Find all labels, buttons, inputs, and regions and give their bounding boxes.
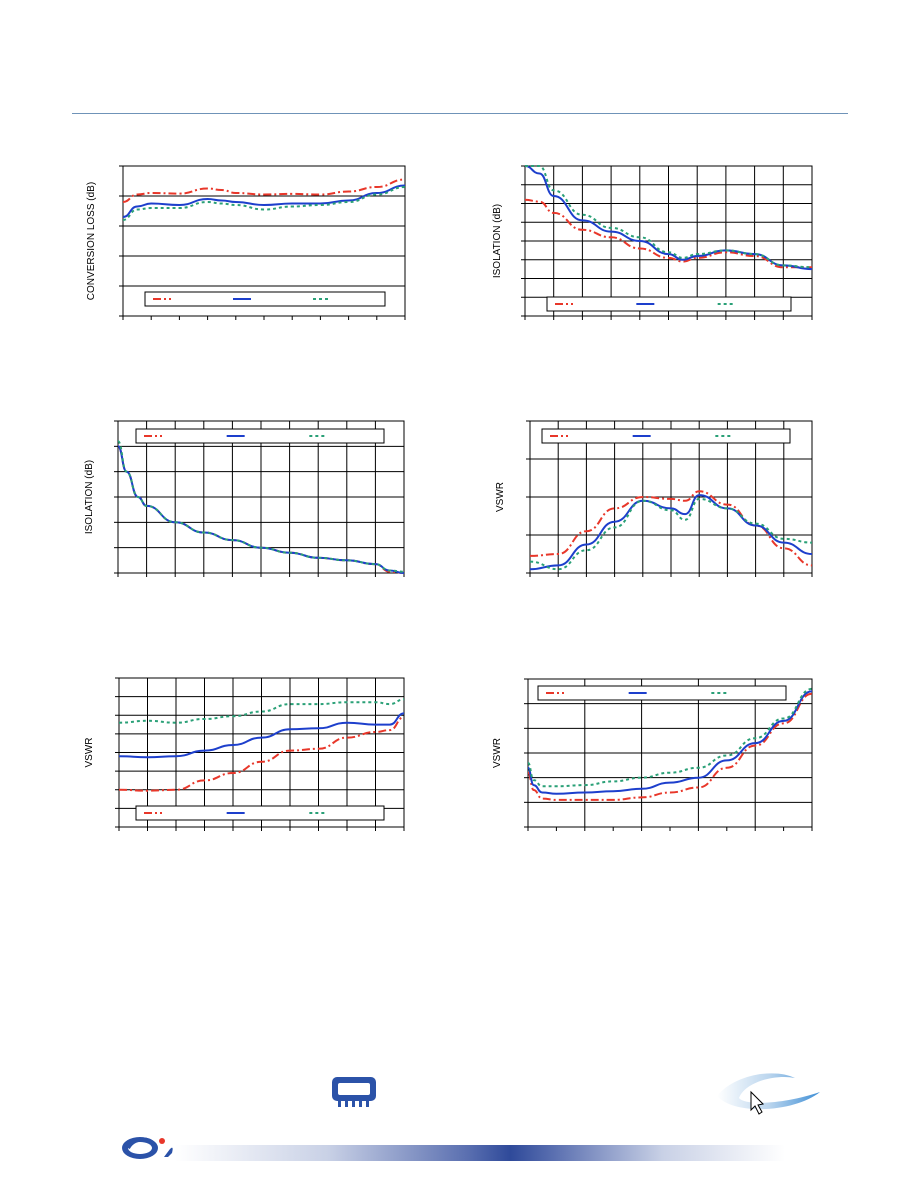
- legend: [135, 805, 385, 821]
- mouse-pointer-icon: [717, 1073, 820, 1115]
- plot-area: [521, 165, 813, 320]
- legend: [144, 291, 386, 307]
- legend: [135, 428, 385, 444]
- y-axis-label: VSWR: [492, 738, 503, 768]
- series-line-3: [118, 698, 405, 724]
- legend-box: [144, 291, 386, 307]
- plot-area: [526, 420, 813, 577]
- plot-area: [115, 677, 405, 831]
- series-line-1: [527, 692, 813, 801]
- series-line-3: [527, 687, 813, 788]
- series-line-2: [527, 690, 813, 795]
- y-axis-label: VSWR: [495, 482, 506, 512]
- legend-box: [135, 428, 385, 444]
- legend-box: [135, 805, 385, 821]
- plot-frame: [122, 165, 406, 317]
- series-line-2: [529, 494, 813, 571]
- legend-box: [546, 296, 792, 312]
- plot-area: [114, 420, 405, 577]
- series-line-2: [117, 445, 405, 574]
- y-axis-label: CONVERSION LOSS (dB): [86, 182, 97, 300]
- chip-icon: [332, 1077, 376, 1107]
- series-line-2: [524, 165, 813, 271]
- plot-frame: [527, 678, 813, 828]
- legend: [546, 296, 792, 312]
- plot-frame: [117, 420, 405, 574]
- series-line-1: [122, 178, 406, 203]
- plot-area: [524, 678, 813, 831]
- footer-gradient-bar: [175, 1145, 785, 1161]
- series-line-1: [529, 490, 813, 567]
- plot-area: [119, 165, 406, 320]
- legend-box: [541, 428, 791, 444]
- header-rule: [72, 113, 848, 114]
- legend-box: [537, 685, 787, 701]
- legend: [537, 685, 787, 701]
- series-line-1: [117, 445, 405, 574]
- series-line-2: [118, 712, 405, 759]
- brand-logo-icon: [122, 1137, 173, 1159]
- series-line-1: [524, 198, 813, 269]
- plot-frame: [529, 420, 813, 574]
- plot-frame: [118, 677, 405, 828]
- series-line-3: [529, 497, 813, 571]
- y-axis-label: VSWR: [84, 738, 95, 768]
- series-line-3: [122, 186, 406, 221]
- plot-frame: [524, 165, 813, 317]
- series-line-3: [525, 165, 813, 269]
- legend: [541, 428, 791, 444]
- series-line-3: [117, 440, 405, 573]
- y-axis-label: ISOLATION (dB): [84, 460, 95, 534]
- series-line-2: [122, 184, 406, 218]
- y-axis-label: ISOLATION (dB): [492, 204, 503, 278]
- series-line-1: [118, 716, 405, 792]
